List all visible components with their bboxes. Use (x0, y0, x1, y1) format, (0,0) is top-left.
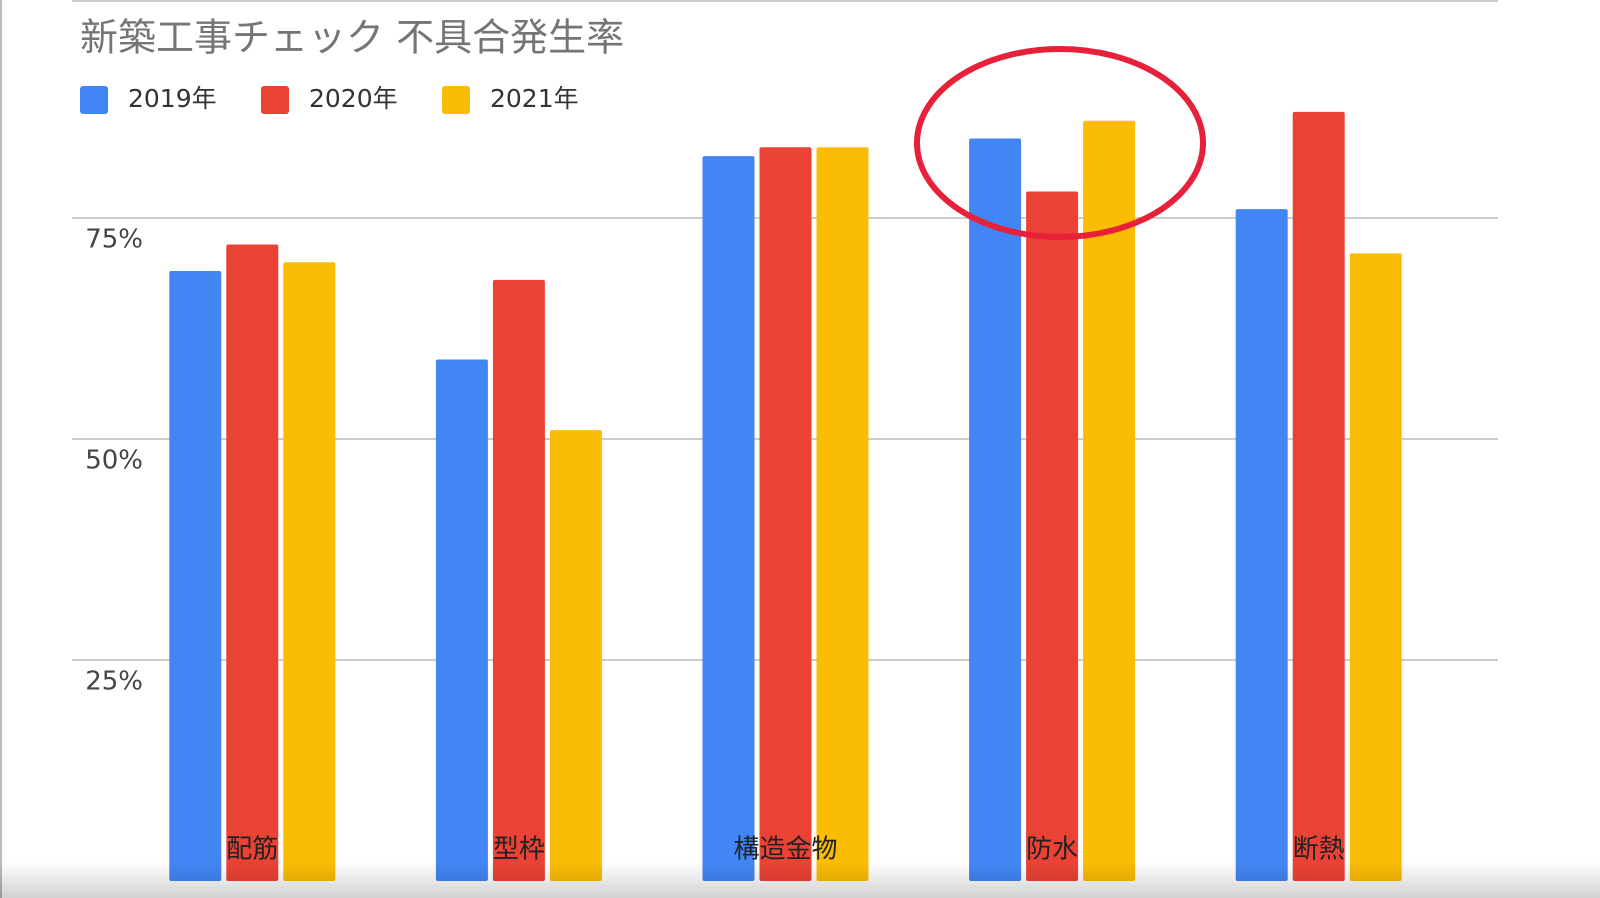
x-tick-label: 型枠 (493, 835, 545, 865)
legend-label: 2021年 (490, 84, 579, 113)
legend-swatch (80, 86, 108, 114)
chart-title: 新築工事チェック 不具合発生率 (80, 16, 624, 60)
legend-swatch (261, 86, 289, 114)
legend-label: 2020年 (309, 84, 398, 113)
bar (816, 147, 869, 881)
highlight-circle (914, 46, 1206, 240)
bar (435, 359, 488, 881)
bar (702, 156, 755, 881)
y-tick-label: 75% (85, 225, 143, 255)
bar (492, 279, 545, 881)
bar (759, 147, 812, 881)
bar (1349, 253, 1402, 882)
bar (549, 430, 602, 881)
bar (1292, 111, 1345, 882)
legend-label: 2019年 (128, 84, 217, 113)
bottom-shadow (0, 862, 1600, 898)
bar (283, 262, 336, 881)
bar (226, 244, 279, 881)
bar (969, 138, 1022, 881)
y-tick-label: 50% (85, 446, 143, 476)
x-tick-label: 断熱 (1293, 835, 1345, 865)
bar (1235, 209, 1288, 881)
x-tick-label: 防水 (1026, 835, 1078, 865)
bar (1026, 191, 1079, 882)
y-tick-label: 25% (85, 667, 143, 697)
bar (169, 271, 222, 881)
legend-swatch (442, 86, 470, 114)
bar (1083, 120, 1136, 881)
x-tick-label: 配筋 (226, 835, 278, 865)
x-tick-label: 構造金物 (733, 835, 837, 865)
